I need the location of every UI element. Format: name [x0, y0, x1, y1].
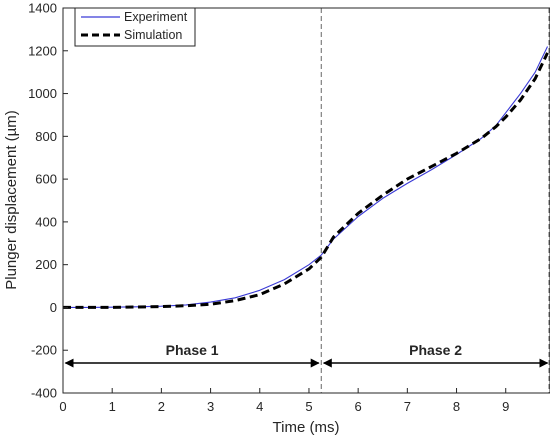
- phase-boundaries: [320, 8, 550, 393]
- y-tick-label: 800: [35, 129, 57, 144]
- y-tick-label: -400: [31, 386, 57, 401]
- y-tick-label: 600: [35, 172, 57, 187]
- plot-frame: [62, 7, 550, 394]
- x-tick-label: 6: [355, 399, 362, 414]
- x-axis-label: Time (ms): [273, 419, 340, 436]
- y-tick-label: 400: [35, 214, 57, 229]
- legend-label-experiment: Experiment: [124, 10, 188, 24]
- y-tick-label: 1200: [28, 43, 57, 58]
- x-tick-label: 0: [59, 399, 66, 414]
- y-tick-label: 1000: [28, 86, 57, 101]
- y-tick-label: 1400: [28, 1, 57, 16]
- phase-label: Phase 2: [409, 342, 462, 358]
- y-tick-label: 0: [50, 300, 57, 315]
- plot-background: [63, 8, 550, 393]
- y-tick-label: -200: [31, 343, 57, 358]
- legend: Experiment Simulation: [74, 7, 196, 47]
- x-tick-label: 4: [256, 399, 263, 414]
- phase-label: Phase 1: [166, 342, 219, 358]
- x-tick-label: 8: [453, 399, 460, 414]
- series-group: [63, 46, 549, 309]
- legend-box: [74, 7, 196, 47]
- x-axis: 0 1 2 3 4 5 6 7 8 9: [59, 388, 509, 414]
- y-axis: -400 -200 0 200 400 600 800 1000 1200 1400: [28, 1, 68, 401]
- x-tick-label: 9: [502, 399, 509, 414]
- x-tick-label: 3: [207, 399, 214, 414]
- x-tick-label: 7: [404, 399, 411, 414]
- x-tick-label: 2: [158, 399, 165, 414]
- x-tick-label: 1: [109, 399, 116, 414]
- x-tick-label: 5: [305, 399, 312, 414]
- legend-label-simulation: Simulation: [124, 28, 182, 42]
- series-line-simulation: [63, 52, 549, 309]
- phase-annotations: Phase 1 Phase 2: [64, 342, 549, 368]
- y-axis-label: Plunger displacement (µm): [3, 110, 20, 290]
- y-tick-label: 200: [35, 257, 57, 272]
